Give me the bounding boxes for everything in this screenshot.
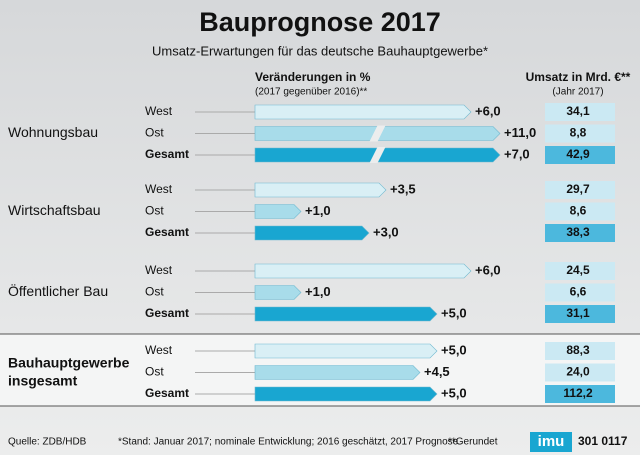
row-label: Gesamt: [145, 225, 189, 239]
row-label: Ost: [145, 204, 164, 218]
umsatz-value: 42,9: [566, 147, 590, 161]
column-header: Veränderungen in %: [255, 70, 371, 84]
value-label: +3,5: [390, 181, 416, 196]
umsatz-value: 24,0: [566, 365, 590, 379]
umsatz-cell: [545, 363, 615, 382]
umsatz-cell: [545, 262, 615, 280]
row-label: West: [145, 104, 173, 118]
row-label: West: [145, 263, 173, 277]
group-label: Öffentlicher Bau: [8, 282, 108, 299]
umsatz-value: 6,6: [570, 285, 587, 299]
bar: [254, 104, 472, 120]
bar: [254, 365, 421, 380]
group-label: Wohnungsbau: [8, 124, 98, 140]
bar: [254, 306, 438, 322]
value-label: +4,5: [424, 364, 450, 379]
bar: [254, 182, 387, 198]
umsatz-value: 24,5: [566, 263, 590, 277]
umsatz-cell: [545, 103, 615, 121]
bar: [254, 285, 302, 300]
value-label: +6,0: [475, 103, 501, 118]
umsatz-value: 29,7: [566, 182, 590, 196]
value-label: +3,0: [373, 224, 399, 239]
umsatz-value: 31,1: [566, 306, 590, 320]
footnote: *Stand: Januar 2017; nominale Entwicklun…: [118, 437, 459, 448]
umsatz-value: 34,1: [566, 104, 590, 118]
umsatz-value: 38,3: [566, 225, 590, 239]
value-label: +1,0: [305, 203, 331, 218]
axis-break: [369, 147, 386, 163]
logo: imu: [538, 433, 565, 450]
umsatz-cell: [545, 224, 615, 242]
source: Quelle: ZDB/HDB: [8, 437, 87, 448]
column-header: Umsatz in Mrd. €**: [526, 70, 631, 84]
chart-title: Bauprognose 2017: [199, 7, 441, 37]
row-label: Gesamt: [145, 147, 189, 161]
column-subheader: (2017 gegenüber 2016)**: [255, 87, 367, 98]
umsatz-value: 112,2: [563, 386, 593, 400]
row-label: Gesamt: [145, 306, 189, 320]
bar: [254, 225, 370, 241]
group-label: Wirtschaftsbau: [8, 202, 101, 218]
row-label: Ost: [145, 365, 164, 379]
umsatz-value: 8,8: [570, 126, 587, 140]
umsatz-cell: [545, 385, 615, 403]
row-label: West: [145, 343, 173, 357]
value-label: +7,0: [504, 146, 530, 161]
value-label: +5,0: [441, 385, 467, 400]
axis-break: [369, 125, 386, 142]
row-label: West: [145, 182, 173, 196]
umsatz-cell: [545, 146, 615, 164]
group-label: Bauhauptgewerbe insgesamt: [8, 354, 130, 388]
umsatz-value: 88,3: [566, 343, 590, 357]
value-label: +6,0: [475, 262, 501, 277]
row-label: Ost: [145, 126, 164, 140]
bar: [254, 204, 302, 219]
value-label: +11,0: [504, 125, 536, 140]
bar: [254, 343, 438, 359]
umsatz-cell: [545, 202, 615, 221]
umsatz-cell: [545, 124, 615, 143]
row-label: Ost: [145, 285, 164, 299]
subtitle: Umsatz-Erwartungen für das deutsche Bauh…: [152, 43, 488, 58]
footnote: **Gerundet: [448, 437, 498, 448]
value-label: +5,0: [441, 342, 467, 357]
bar: [254, 263, 472, 279]
value-label: +1,0: [305, 284, 331, 299]
column-subheader: (Jahr 2017): [552, 87, 603, 98]
row-label: Gesamt: [145, 386, 189, 400]
code: 301 0117: [578, 434, 628, 448]
umsatz-cell: [545, 181, 615, 199]
value-label: +5,0: [441, 305, 467, 320]
umsatz-cell: [545, 342, 615, 360]
umsatz-cell: [545, 305, 615, 323]
umsatz-value: 8,6: [570, 204, 587, 218]
umsatz-cell: [545, 283, 615, 302]
bar: [254, 386, 438, 402]
logo-box: [530, 432, 572, 452]
